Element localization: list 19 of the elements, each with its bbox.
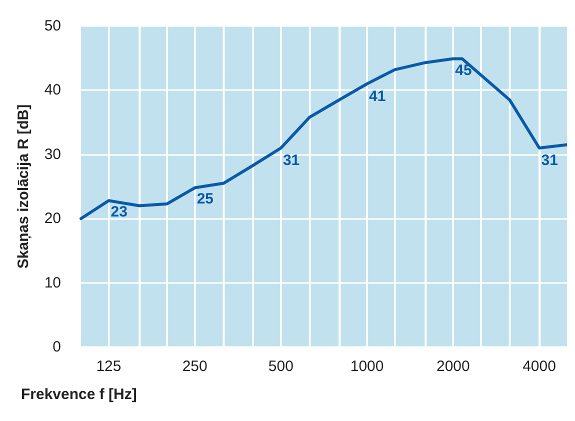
x-tick-label: 1000 xyxy=(350,358,384,375)
x-tick-label: 125 xyxy=(96,358,122,375)
annotation: 25 xyxy=(196,190,214,208)
x-tick-label: 250 xyxy=(182,358,208,375)
annotation: 31 xyxy=(541,152,558,169)
y-tick-label: 30 xyxy=(44,146,61,163)
y-axis-title: Skaņas izolācija R [dB] xyxy=(15,104,32,269)
y-tick-label: 20 xyxy=(44,210,61,228)
x-axis-title: Frekvence f [Hz] xyxy=(21,386,137,403)
x-tick-label: 4000 xyxy=(522,358,556,375)
x-tick-label: 500 xyxy=(268,358,294,375)
y-tick-label: 0 xyxy=(52,338,61,356)
y-tick-label: 50 xyxy=(44,18,61,34)
y-tick-label: 40 xyxy=(44,82,61,99)
x-tick-label: 2000 xyxy=(436,358,470,375)
annotation: 31 xyxy=(282,152,300,169)
annotation: 23 xyxy=(110,203,128,220)
y-tick-label: 10 xyxy=(44,274,61,292)
annotation: 41 xyxy=(369,88,386,105)
